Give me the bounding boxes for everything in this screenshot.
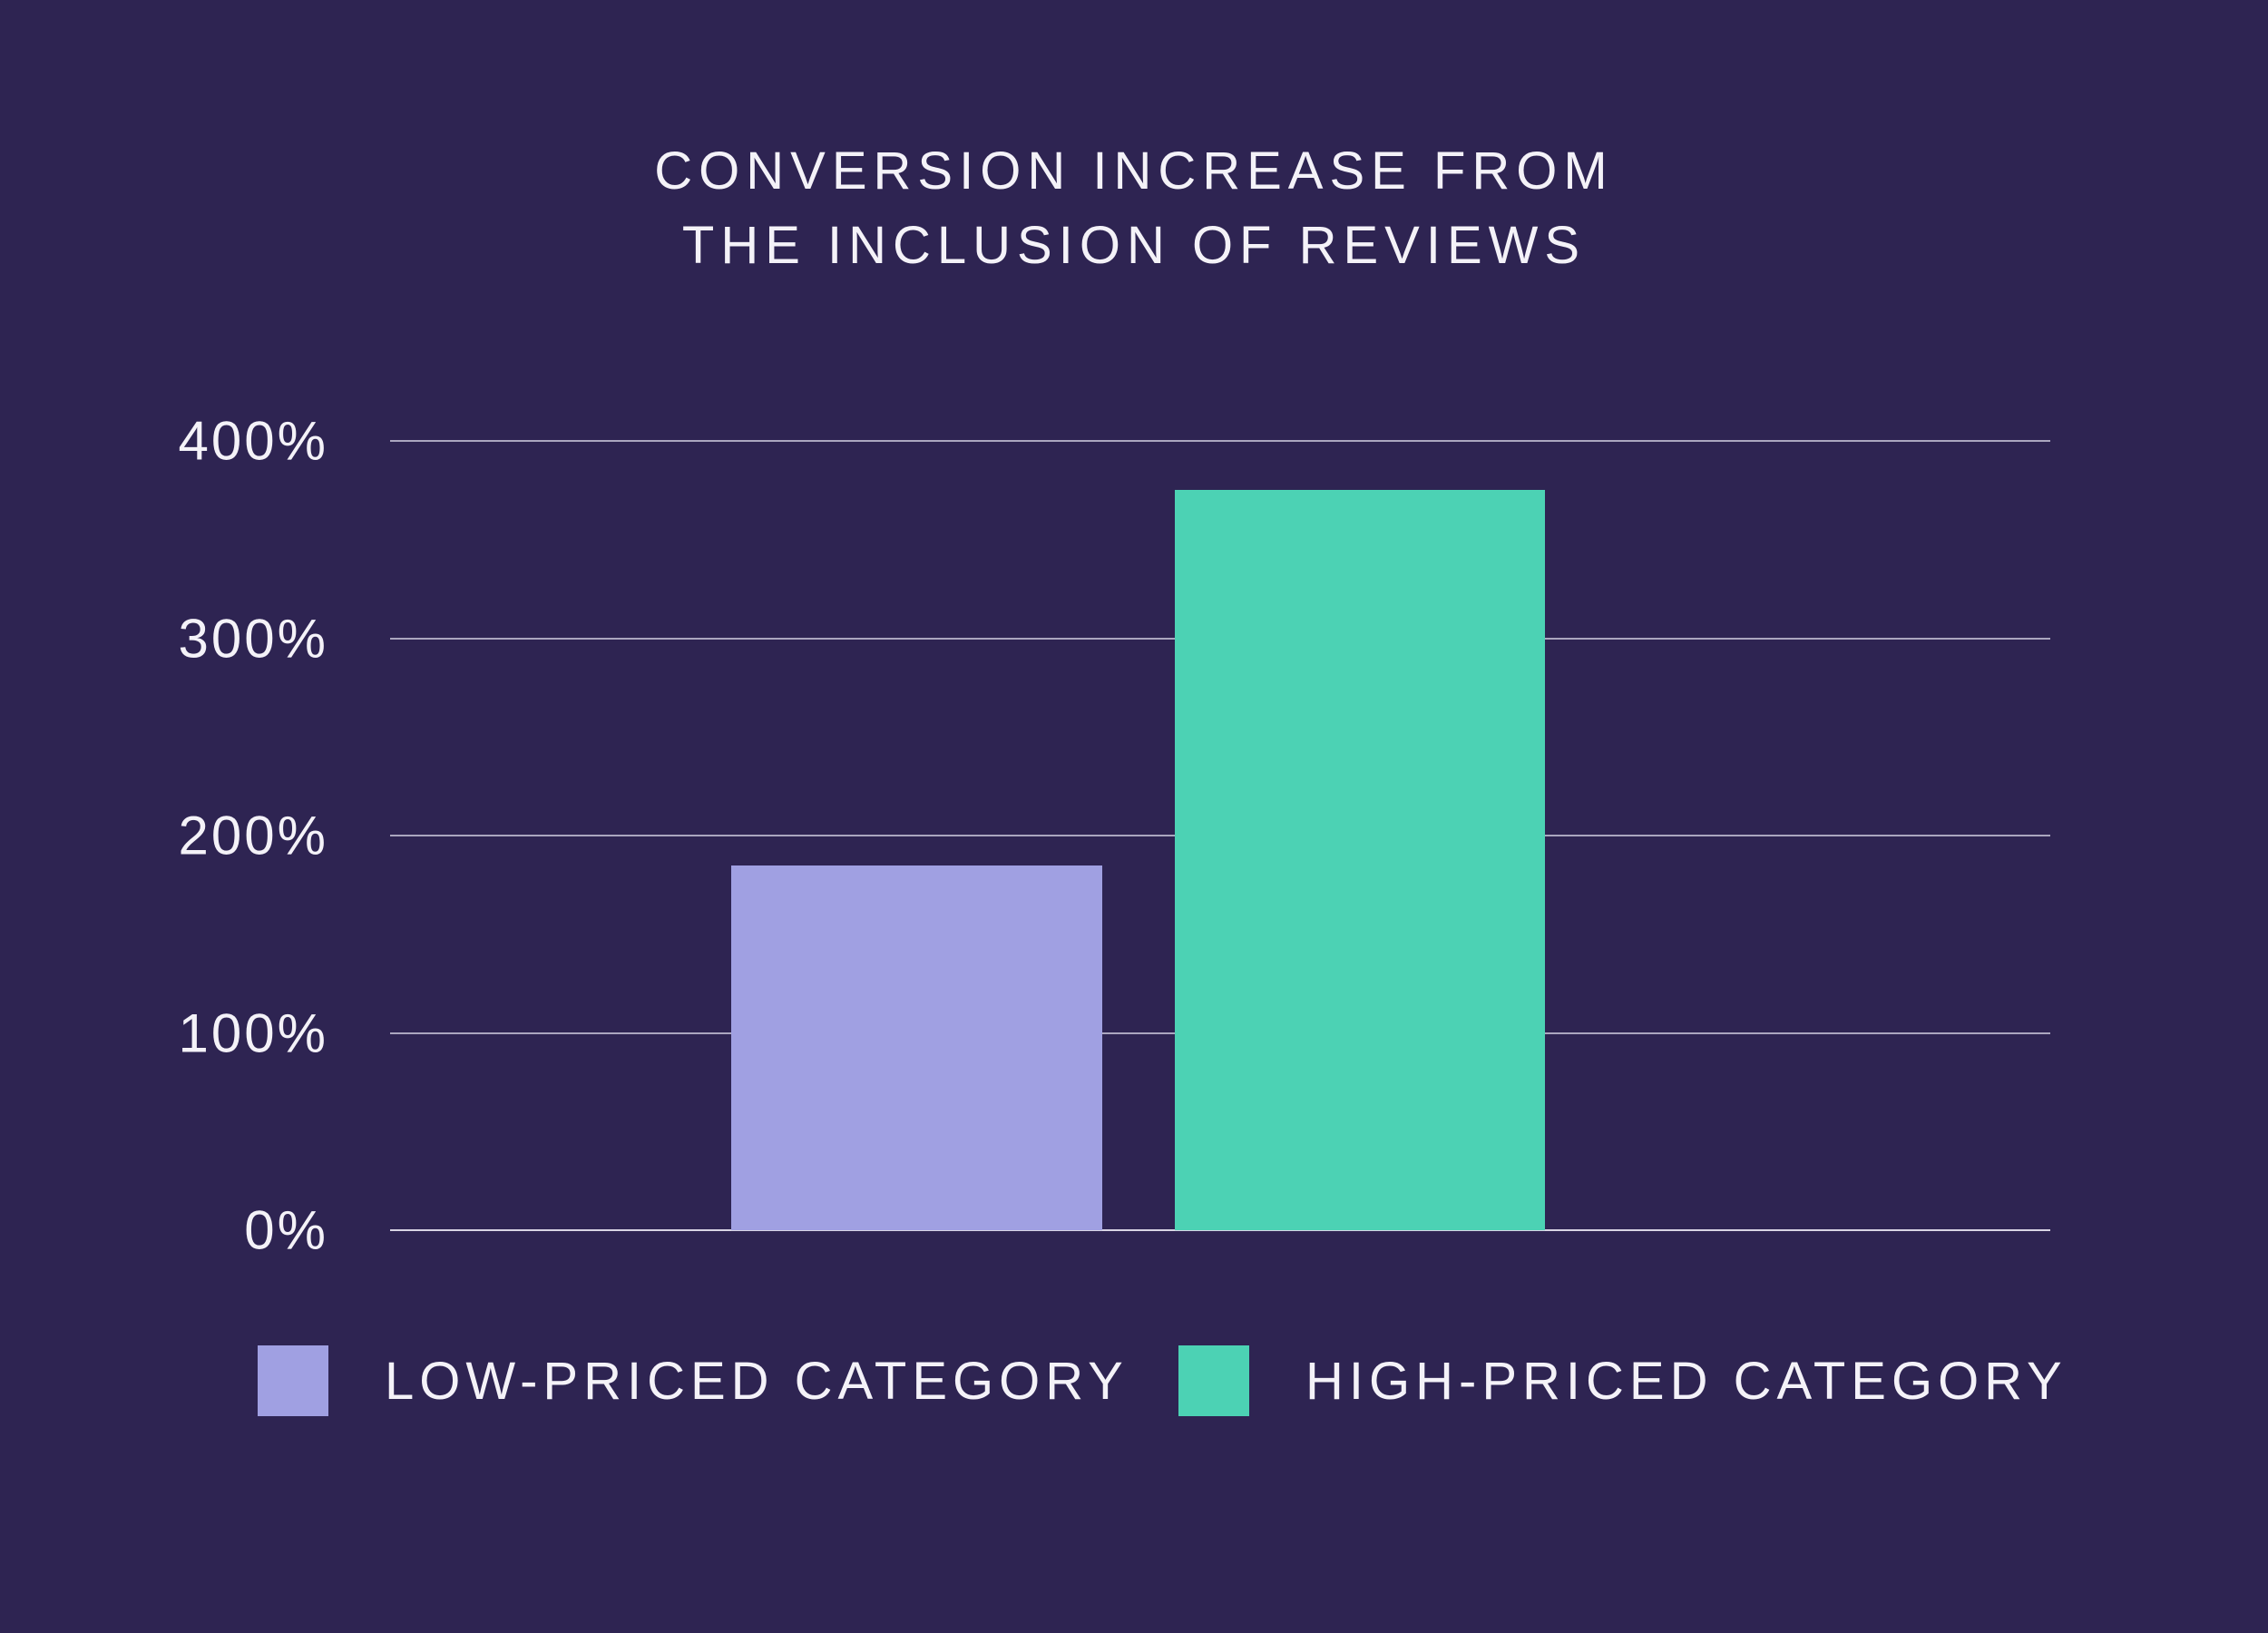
y-tick-label-100: 100%: [178, 1002, 328, 1063]
y-tick-label-300: 300%: [178, 608, 328, 669]
legend-swatch-low-priced: [258, 1345, 328, 1416]
bar-low-priced-category: [731, 865, 1102, 1230]
legend-item-low-priced: LOW-PRICED CATEGORY: [258, 1345, 1129, 1416]
chart-title-line1: CONVERSION INCREASE FROM: [654, 142, 1614, 200]
bar-high-priced-category: [1175, 490, 1545, 1230]
chart-title-line2: THE INCLUSION OF REVIEWS: [681, 216, 1587, 275]
gridline: [390, 440, 2050, 442]
y-tick-label-400: 400%: [178, 410, 328, 472]
chart-title: CONVERSION INCREASE FROM THE INCLUSION O…: [0, 134, 2268, 283]
legend-label-high-priced: HIGH-PRICED CATEGORY: [1305, 1351, 2068, 1411]
y-tick-label-200: 200%: [178, 805, 328, 866]
x-axis-baseline: [390, 1229, 2050, 1231]
legend-item-high-priced: HIGH-PRICED CATEGORY: [1178, 1345, 2068, 1416]
y-tick-label-0: 0%: [244, 1199, 328, 1261]
plot-area: 400% 300% 200% 100% 0%: [179, 411, 2050, 1261]
legend-label-low-priced: LOW-PRICED CATEGORY: [385, 1351, 1129, 1411]
legend-swatch-high-priced: [1178, 1345, 1249, 1416]
